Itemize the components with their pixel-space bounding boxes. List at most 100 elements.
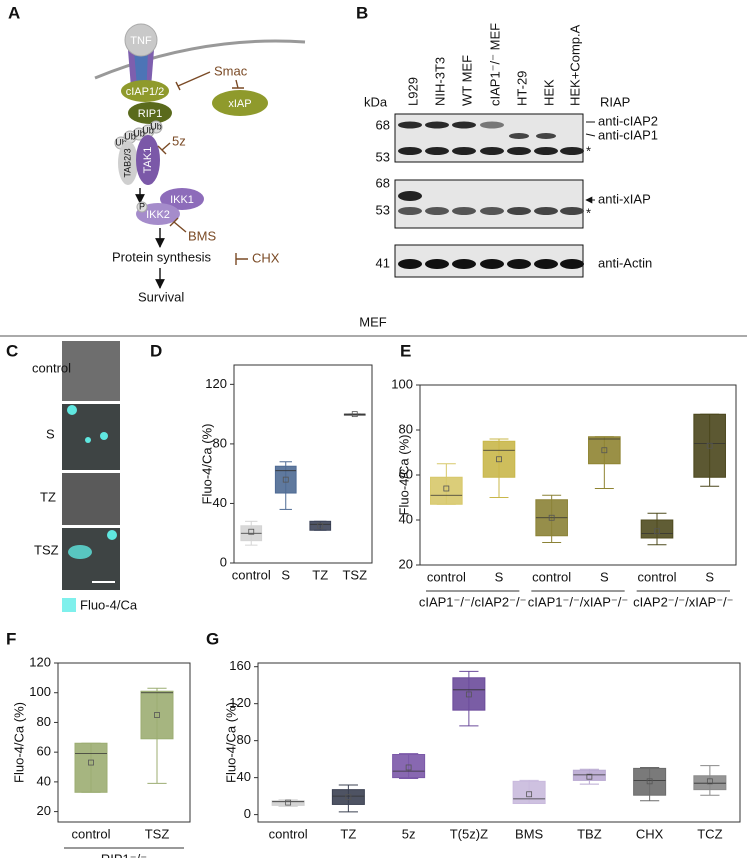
band <box>452 147 476 155</box>
band <box>507 259 531 269</box>
label: TNF <box>130 35 152 47</box>
mean <box>526 791 533 798</box>
band <box>480 121 504 129</box>
y-tick-label: 80 <box>37 714 51 729</box>
x-tick-label: 5z <box>402 826 416 841</box>
tak1 <box>136 135 160 185</box>
mean <box>465 691 472 698</box>
box-chart: D Fluo-4/Ca (%) 0 40 80 120 control S TZ TSZ <box>150 341 373 582</box>
panel-c: C control S TZ TSZ Fluo-4/Ca <box>6 341 138 612</box>
label: Protein synthesis <box>112 249 211 264</box>
lane-label: HEK <box>541 79 556 106</box>
panel-letter: G <box>206 629 219 648</box>
arrow <box>586 121 596 200</box>
tnf <box>124 23 158 57</box>
band <box>536 133 556 139</box>
y-tick-label: 20 <box>37 803 51 818</box>
band <box>480 259 504 269</box>
label: IKK1 <box>170 194 194 206</box>
ub-chain: Ub Ub Ub Ub Ub <box>114 120 163 150</box>
x-tick-label: TZ <box>312 567 328 582</box>
band <box>398 259 422 269</box>
cell <box>85 437 91 443</box>
mean <box>317 522 324 529</box>
plot-frame <box>419 384 737 566</box>
y-axis-label: Fluo-4/Ca (%) <box>199 424 214 505</box>
panel-letter: C <box>6 341 18 360</box>
y-axis-label: Fluo-4/Ca (%) <box>223 702 238 783</box>
lane-label: HT-29 <box>514 71 529 106</box>
lane-label: cIAP1⁻/⁻ MEF <box>487 23 502 106</box>
label: xIAP <box>228 98 251 110</box>
band <box>452 259 476 269</box>
antibody-label: anti-cIAP1 <box>598 127 658 142</box>
condition-label: TZ <box>40 489 56 504</box>
rip1 <box>128 102 172 124</box>
y-tick-label: 60 <box>399 466 413 481</box>
x-tick-label: T(5z)Z <box>450 826 488 841</box>
mean <box>586 773 593 780</box>
mean <box>706 442 713 449</box>
y-tick-label: 80 <box>213 435 227 450</box>
ikk1 <box>160 188 204 210</box>
micrograph <box>62 473 120 525</box>
panel-letter: F <box>6 629 16 648</box>
mean <box>706 778 713 785</box>
box <box>588 436 621 465</box>
marker-label: 41 <box>376 255 390 270</box>
label: cIAP1/2 <box>126 86 165 98</box>
box <box>140 690 174 740</box>
lane-label: NIH-3T3 <box>432 57 447 106</box>
band <box>534 207 558 215</box>
x-tick-label: S <box>281 567 290 582</box>
band <box>425 259 449 269</box>
y-tick-label: 80 <box>237 732 251 747</box>
box <box>512 780 546 805</box>
cell <box>68 545 92 559</box>
ciap <box>121 80 169 102</box>
mean <box>548 514 555 521</box>
label: Ub <box>124 131 136 141</box>
label: TAK1 <box>142 147 154 174</box>
y-tick-label: 80 <box>399 421 413 436</box>
inhibition <box>235 253 248 265</box>
label: Ub <box>150 121 162 131</box>
label: Ub <box>115 137 127 147</box>
panel-letter: A <box>8 3 20 22</box>
label: TAB2/3 <box>122 148 132 177</box>
group-label: cIAP1⁻/⁻/xIAP⁻/⁻ <box>528 594 628 609</box>
y-tick-label: 40 <box>213 495 227 510</box>
mean <box>443 485 450 492</box>
inhibition <box>169 217 187 233</box>
inhibition <box>157 142 171 155</box>
plot-frame <box>233 364 373 564</box>
y-tick-label: 120 <box>29 654 51 669</box>
y-tick-label: 160 <box>229 658 251 673</box>
x-tick-label: control <box>71 826 110 841</box>
band <box>480 207 504 215</box>
box <box>452 677 486 711</box>
condition-label: TSZ <box>34 542 59 557</box>
label: 5z <box>172 133 186 148</box>
x-tick-label: control <box>637 569 676 584</box>
x-tick-label: BMS <box>515 826 544 841</box>
band <box>398 207 422 215</box>
mean <box>345 794 352 800</box>
y-tick-label: 20 <box>399 556 413 571</box>
marker-label: 68 <box>376 117 390 132</box>
box <box>74 742 108 793</box>
plot-frame <box>257 662 741 823</box>
mean <box>285 799 292 806</box>
plot-frame <box>57 662 191 823</box>
band <box>398 121 422 129</box>
y-tick-label: 100 <box>391 376 413 391</box>
box <box>633 767 667 796</box>
label: CHX <box>252 250 280 265</box>
y-tick-label: 40 <box>37 773 51 788</box>
label: Ub <box>142 125 154 135</box>
x-tick-label: control <box>427 569 466 584</box>
x-tick-label: control <box>532 569 571 584</box>
lane-label: HEK+Comp.A <box>567 24 582 106</box>
legend-swatch <box>62 598 76 612</box>
section-title: MEF <box>359 314 387 329</box>
